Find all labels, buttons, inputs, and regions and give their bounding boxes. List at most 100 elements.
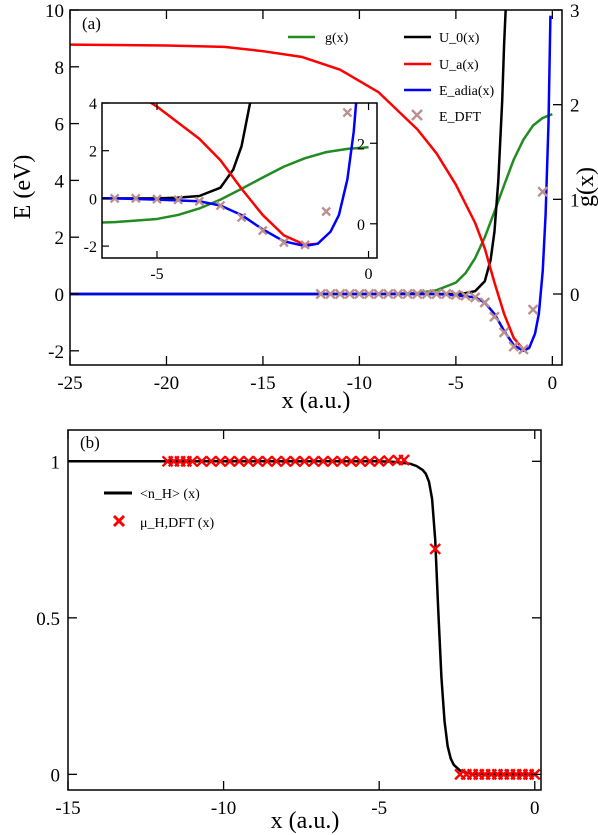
panel-a-y2tick-label: 3 (570, 1, 580, 22)
panel-a-plot-area (70, 10, 553, 355)
inset-point (152, 194, 162, 204)
panel-a-point (508, 341, 520, 352)
panel-b-point (251, 455, 264, 468)
legend-label-eadia: E_adia(x) (439, 84, 495, 99)
inset-point (173, 194, 184, 205)
inset-y2tick-label: 2 (357, 136, 365, 153)
panel-b-frame (67, 429, 542, 791)
inset-plot-area (102, 103, 369, 250)
panel-a-y2tick-label: 2 (570, 96, 580, 117)
panel-b-series--h-dft-x- (161, 454, 541, 781)
inset-point (342, 107, 353, 118)
panel-a-label: (a) (82, 14, 101, 33)
panel-b-point (382, 454, 395, 467)
panel-a-point (334, 288, 346, 300)
inset-ytick-label: 0 (89, 191, 97, 208)
panel-a-point (392, 288, 404, 300)
panel-a-point (354, 288, 365, 300)
panel-a-ytick-label: 0 (55, 285, 65, 306)
panel-b-point (205, 455, 217, 468)
panel-a-series-e-dft (315, 186, 549, 355)
inset-line-g-x- (102, 146, 369, 224)
panel-b-point (429, 543, 442, 555)
inset-series-e-dft (109, 107, 353, 250)
inset-point (194, 196, 205, 207)
panel-b-xlabel: x (a.u.) (271, 808, 340, 834)
panel-b-xtick-label: -15 (55, 798, 80, 819)
panel-b-point (195, 455, 208, 468)
panel-b-point (326, 455, 339, 468)
panel-a-ylabel: E (eV) (10, 155, 36, 220)
panel-a-point (383, 288, 394, 300)
panel-b-point (233, 455, 245, 468)
panel-a-xtick-label: -25 (57, 373, 82, 394)
inset-point (321, 206, 332, 217)
panel-a-ytick-label: 4 (55, 171, 65, 192)
inset-xtick-label: 0 (365, 266, 373, 283)
panel-b-xtick-label: -10 (211, 798, 236, 819)
inset-background (102, 103, 377, 258)
inset-y2tick-label: 0 (357, 217, 365, 234)
panel-a-xtick-label: -5 (448, 373, 464, 394)
panel-a-point (537, 186, 549, 198)
panel-a-legend: g(x) U_0(x) U_a(x) E_adia(x) E_DFT (288, 31, 495, 125)
inset-ytick-label: 2 (89, 144, 97, 161)
panel-a-point (363, 288, 375, 300)
panel-b-point (317, 455, 330, 468)
panel-b-point (364, 455, 376, 468)
panel-a-point (469, 292, 481, 303)
panel-b-point (345, 455, 358, 468)
panel-a-point (411, 288, 423, 300)
inset-point (215, 200, 226, 211)
panel-b-point (335, 455, 348, 468)
panel-b-point (242, 455, 255, 468)
panel-a-ytick-label: 8 (55, 58, 65, 79)
legend-label-muh: μ_H,DFT (x) (140, 516, 214, 531)
panel-a-point (518, 344, 529, 355)
panel-a-y2tick-label: 1 (570, 190, 580, 211)
panel-b-point (398, 454, 410, 466)
legend-label-g: g(x) (325, 31, 349, 46)
panel-a-point (421, 288, 433, 300)
panel-b-ticks: -15 -10 -5 0 0 0.5 1 (36, 430, 541, 819)
panel-a-point (440, 288, 452, 300)
panel-b-point (279, 455, 292, 468)
panel-b-point (298, 455, 311, 468)
panel-b-point (186, 455, 199, 468)
panel-a-xtick-label: -20 (154, 373, 179, 394)
panel-b-point (373, 455, 386, 468)
panel-b-point (307, 455, 320, 468)
panel-a-point (479, 297, 491, 308)
panel-a-xlabel: x (a.u.) (282, 388, 351, 414)
panel-a-point (402, 288, 413, 300)
panel-a-ytick-label: 6 (55, 115, 65, 136)
panel-a-point (527, 304, 539, 315)
panel-a-y2tick-label: 0 (570, 285, 580, 306)
panel-b-xtick-label: -5 (371, 798, 387, 819)
inset-point (257, 225, 268, 236)
panel-a-point (431, 288, 442, 300)
panel-b-point (261, 455, 274, 468)
panel-a-point (498, 326, 510, 338)
panel-b-point (223, 455, 236, 468)
legend-label-u0: U_0(x) (439, 31, 480, 46)
inset-point (109, 193, 120, 204)
panel-a-xtick-label: 0 (548, 373, 558, 394)
legend-swatch-edft (411, 109, 423, 121)
legend-label-nh: <n_H> (x) (140, 487, 200, 502)
panel-a-xtick-label: -10 (347, 373, 372, 394)
panel-b-point (354, 455, 367, 468)
panel-b-ytick-label: 0 (51, 765, 61, 786)
panel-b-legend: <n_H> (x) μ_H,DFT (x) (104, 487, 214, 531)
panel-b-label: (b) (80, 433, 100, 452)
panel-a-xtick-label: -15 (250, 373, 275, 394)
inset-xtick-label: -5 (150, 266, 163, 283)
legend-label-edft: E_DFT (439, 110, 481, 125)
panel-b-point (289, 455, 302, 468)
panel-b: -15 -10 -5 0 0 0.5 1 (b) x (a.u.) <n_H> (x) μ_… (36, 429, 542, 834)
panel-a-line-u-a-x- (70, 43, 530, 351)
panel-a-y2label: g(x) (573, 167, 598, 207)
